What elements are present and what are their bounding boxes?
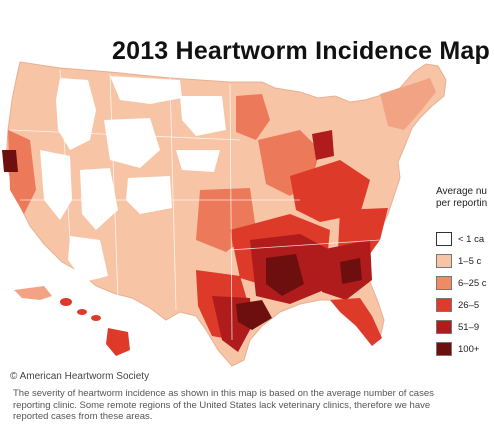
legend-label-low: 1–5 c	[458, 255, 482, 267]
legend-swatch-extreme	[436, 342, 452, 356]
map-legend: Average nu per reportin < 1 ca 1–5 c 6–2…	[436, 186, 494, 356]
border-line-2	[109, 73, 119, 301]
legend-label-veryhigh: 51–9	[458, 321, 480, 333]
region-none-utah	[80, 168, 118, 230]
border-line-3	[169, 77, 177, 311]
legend-item-high: 26–5	[436, 296, 479, 314]
legend-swatch-none	[436, 232, 452, 246]
hawaii-islands	[60, 298, 130, 356]
border-line-5	[9, 129, 241, 141]
legend-item-low: 1–5 c	[436, 252, 481, 270]
state-borders	[9, 69, 381, 341]
hawaii-island-2	[77, 309, 87, 315]
legend-item-mid: 6–25 c	[436, 274, 487, 292]
hawaii-island-3	[91, 315, 101, 321]
region-mid-northeast	[380, 78, 436, 130]
footnote-line-2: reporting clinic. Some remote regions of…	[13, 399, 431, 411]
footnote-line-1: The severity of heartworm incidence as s…	[13, 388, 434, 399]
region-extreme-delta	[266, 254, 304, 296]
border-line-7	[229, 239, 381, 251]
region-none-colorado	[126, 176, 172, 214]
region-none-nevada	[40, 150, 72, 220]
region-extreme-gulf	[236, 300, 272, 330]
legend-label-none: < 1 ca	[458, 233, 485, 245]
legend-swatch-high	[436, 298, 452, 312]
region-michigan-hotspot	[312, 130, 334, 160]
region-extreme-northcal	[2, 150, 18, 172]
legend-title-line2: per reportin	[436, 198, 488, 209]
hawaii-island-big	[106, 328, 130, 356]
legend-swatch-mid	[436, 276, 452, 290]
legend-swatch-veryhigh	[436, 320, 452, 334]
hawaii-island-1	[60, 298, 72, 306]
region-florida	[330, 298, 382, 346]
map-title: 2013 Heartworm Incidence Map	[112, 37, 490, 65]
legend-label-mid: 6–25 c	[458, 277, 487, 289]
legend-label-high: 26–5	[458, 299, 480, 311]
legend-item-extreme: 100+	[436, 340, 479, 358]
legend-item-none: < 1 ca	[436, 230, 484, 248]
legend-swatch-low	[436, 254, 452, 268]
region-none-dakotas	[180, 96, 226, 136]
region-none-arizona	[68, 236, 108, 282]
region-none-nebraska	[176, 150, 220, 172]
region-extreme-carolina	[340, 258, 362, 284]
legend-item-veryhigh: 51–9	[436, 318, 479, 336]
border-line-4	[229, 83, 233, 341]
copyright-notice: © American Heartworm Society	[10, 371, 150, 382]
border-line-1	[59, 69, 71, 241]
alaska-shape	[14, 286, 52, 300]
region-high-ohio-valley	[290, 160, 370, 222]
legend-label-extreme: 100+	[458, 343, 480, 355]
region-none-montana	[110, 76, 182, 104]
map-footnote: The severity of heartworm incidence as s…	[13, 388, 494, 423]
region-none-wyoming	[104, 118, 160, 168]
footnote-line-3: reported cases from these areas.	[13, 411, 153, 422]
region-none-idaho	[56, 78, 96, 150]
legend-title-line1: Average nu	[436, 186, 487, 197]
region-mid-minnesota	[236, 94, 270, 140]
